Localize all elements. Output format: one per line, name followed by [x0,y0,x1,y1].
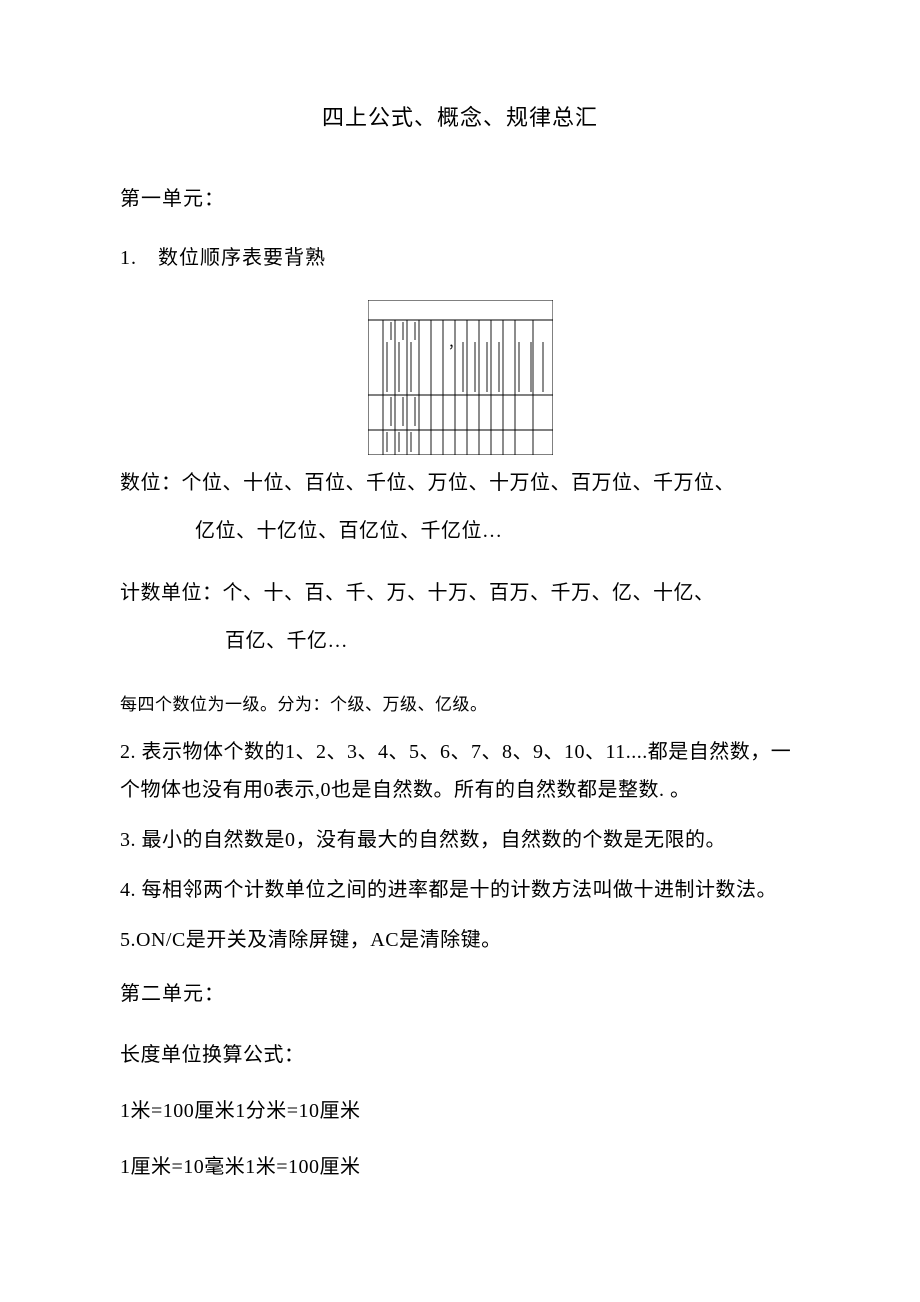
unit1-item2: 2. 表示物体个数的1、2、3、4、5、6、7、8、9、10、11....都是自… [120,733,800,809]
unit2-heading: 第二单元： [120,977,800,1006]
place-value-diagram: ， [120,300,800,455]
doc-title: 四上公式、概念、规律总汇 [120,100,800,132]
unit2-line2: 1厘米=10毫米1米=100厘米 [120,1148,800,1186]
unit2-sub: 长度单位换算公式： [120,1036,800,1074]
count-units-l1: 计数单位：个、十、百、千、万、十万、百万、千万、亿、十亿、 [120,571,800,615]
svg-text:，: ， [448,337,462,352]
digit-places-l2: 亿位、十亿位、百亿位、千亿位… [120,509,800,553]
unit1-heading: 第一单元： [120,182,800,211]
unit1-item5: 5.ON/C是开关及清除屏键，AC是清除键。 [120,921,800,959]
unit1-item1: 1. 数位顺序表要背熟 [120,241,800,270]
place-value-svg: ， [368,300,553,455]
unit1-item3: 3. 最小的自然数是0，没有最大的自然数，自然数的个数是无限的。 [120,821,800,859]
count-units-l2: 百亿、千亿… [120,619,800,663]
unit2-line1: 1米=100厘米1分米=10厘米 [120,1092,800,1130]
level-note: 每四个数位为一级。分为：个级、万级、亿级。 [120,689,800,721]
unit1-item4: 4. 每相邻两个计数单位之间的进率都是十的计数方法叫做十进制计数法。 [120,871,800,909]
digit-places-l1: 数位：个位、十位、百位、千位、万位、十万位、百万位、千万位、 [120,461,800,505]
